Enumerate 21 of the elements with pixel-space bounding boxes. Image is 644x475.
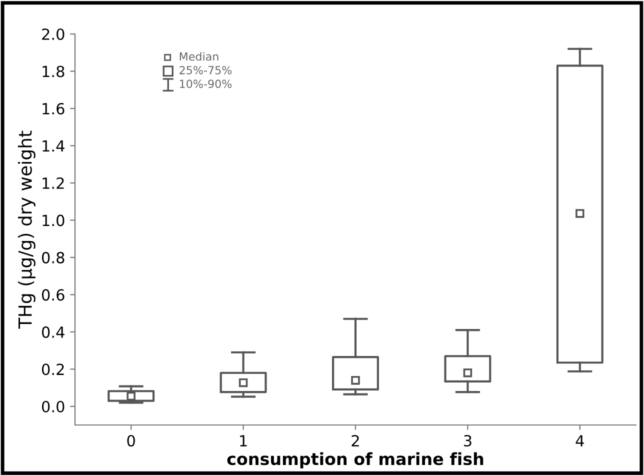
annotation: Median: [180, 52, 218, 61]
x-tick-label: 4: [576, 435, 584, 446]
y-tick-label: 1.8: [42, 66, 64, 78]
y-tick-label: 0.4: [42, 326, 64, 338]
x-tick-label: 1: [240, 435, 247, 446]
y-tick-label: 1.2: [42, 177, 64, 189]
y-tick-label: 1.6: [42, 102, 64, 114]
y-tick-label: 1.4: [42, 140, 64, 152]
annotation: 10%-90%: [180, 80, 232, 88]
annotation: 25%-75%: [180, 66, 232, 74]
y-tick-label: 0.6: [42, 289, 64, 301]
x-tick-label: 3: [464, 434, 472, 447]
x-tick-label: 2: [352, 434, 359, 446]
x-tick-label: 0: [127, 434, 135, 447]
y-tick-label: 0.0: [42, 400, 64, 412]
y-tick-label: 0.8: [42, 252, 64, 264]
y-tick-label: 2.0: [42, 28, 64, 40]
y-tick-label: 1.0: [42, 214, 64, 226]
y-axis-title: THg (µg/g) dry weight: [18, 130, 36, 329]
x-axis-title: consumption of marine fish: [227, 452, 484, 468]
y-tick-label: 0.2: [42, 364, 64, 376]
